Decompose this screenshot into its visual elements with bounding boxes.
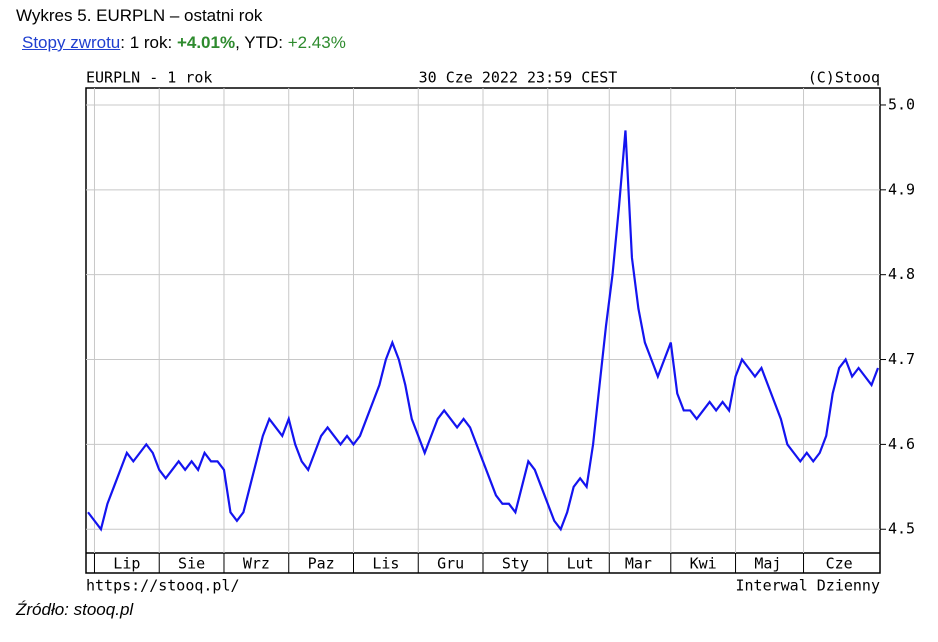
price-line: [87, 130, 880, 532]
title: Wykres 5. EURPLN – ostatni rok: [16, 6, 263, 25]
subtitle: Stopy zwrotu: 1 rok: +4.01%, YTD: +2.43%: [22, 33, 346, 53]
x-tick-label: Maj: [754, 555, 781, 573]
x-tick-label: Paz: [308, 555, 335, 573]
y-tick-label: 5.0: [888, 95, 915, 113]
x-tick-label: Kwi: [690, 555, 717, 573]
x-tick-label: Mar: [625, 555, 652, 573]
x-tick-label: Lis: [372, 555, 399, 573]
label: : 1 rok:: [120, 33, 177, 52]
source: Źródło: stooq.pl: [16, 600, 134, 619]
y-tick-label: 4.8: [888, 265, 915, 283]
label: , YTD:: [235, 33, 288, 52]
header-center: 30 Cze 2022 23:59 CEST: [419, 69, 618, 87]
returns-link[interactable]: Stopy zwrotu: [22, 33, 121, 52]
x-tick-label: Lip: [113, 555, 140, 573]
x-tick-label: Gru: [437, 555, 464, 573]
header-left: EURPLN - 1 rok: [86, 69, 212, 87]
x-tick-label: Sty: [502, 555, 529, 573]
y-tick-label: 4.5: [888, 520, 915, 538]
y-tick-label: 4.6: [888, 435, 915, 453]
y-tick-label: 4.9: [888, 180, 915, 198]
x-tick-label: Lut: [567, 555, 594, 573]
y-tick-label: 4.7: [888, 350, 915, 368]
footer-left: https://stooq.pl/: [86, 577, 240, 595]
x-tick-label: Sie: [178, 555, 205, 573]
x-tick-label: Cze: [826, 555, 853, 573]
header-right: (C)Stooq: [808, 69, 880, 87]
footer-right: Interwal Dzienny: [736, 577, 881, 595]
one-year-return: +4.01%: [176, 33, 236, 52]
ytd-return: +2.43%: [287, 33, 346, 52]
x-tick-label: Wrz: [243, 555, 270, 573]
